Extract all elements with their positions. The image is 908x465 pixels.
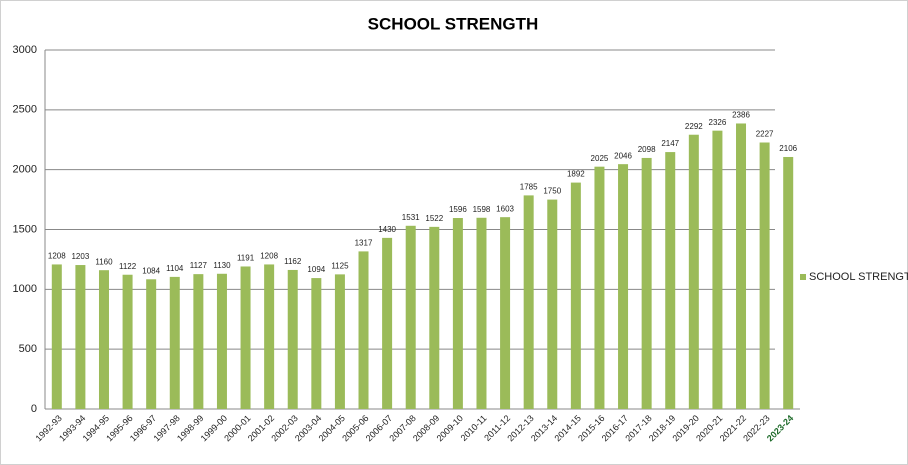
value-label: 2227 <box>756 130 774 139</box>
bar <box>641 157 652 409</box>
y-tick-label: 1000 <box>13 283 37 295</box>
value-label: 2106 <box>779 144 797 153</box>
value-label: 2147 <box>661 139 679 148</box>
value-label: 1892 <box>567 170 585 179</box>
bar <box>500 217 511 409</box>
value-label: 1750 <box>543 187 561 196</box>
value-label: 1598 <box>473 205 491 214</box>
bar <box>122 274 133 409</box>
bar <box>216 273 227 409</box>
value-label: 1208 <box>260 252 278 261</box>
bar <box>688 134 699 409</box>
bar <box>712 130 723 409</box>
y-tick-label: 0 <box>31 403 37 415</box>
bar <box>264 264 275 409</box>
y-tick-label: 2000 <box>13 164 37 176</box>
bar <box>287 269 298 409</box>
bar <box>98 270 109 409</box>
y-tick-label: 3000 <box>13 44 37 56</box>
y-tick-label: 500 <box>19 343 37 355</box>
bar <box>146 279 157 409</box>
bar <box>382 237 393 409</box>
value-label: 1531 <box>402 213 420 222</box>
bar <box>75 265 86 409</box>
value-label: 2326 <box>709 118 727 127</box>
bar <box>169 276 180 409</box>
bar <box>405 225 416 409</box>
value-label: 2386 <box>732 111 750 120</box>
value-label: 1084 <box>142 266 160 275</box>
value-label: 1130 <box>213 261 231 270</box>
bar <box>594 166 605 409</box>
value-label: 1122 <box>119 262 137 271</box>
bar <box>783 156 794 409</box>
bar <box>570 182 581 409</box>
bar <box>547 199 558 409</box>
bar <box>476 217 487 409</box>
value-label: 1191 <box>237 254 255 263</box>
value-label: 1203 <box>71 252 89 261</box>
legend-swatch <box>800 274 806 280</box>
value-label: 1208 <box>48 252 66 261</box>
value-label: 1160 <box>95 257 113 266</box>
value-label: 2046 <box>614 151 632 160</box>
value-label: 1596 <box>449 205 467 214</box>
value-label: 1317 <box>355 239 373 248</box>
bar <box>334 274 345 409</box>
bar <box>311 278 322 409</box>
value-label: 1162 <box>284 257 302 266</box>
value-label: 2098 <box>638 145 656 154</box>
bar <box>523 195 534 409</box>
bar <box>429 226 440 409</box>
y-tick-label: 1500 <box>13 223 37 235</box>
value-label: 1125 <box>331 261 349 270</box>
bar <box>665 152 676 409</box>
bar <box>452 218 463 409</box>
y-tick-label: 2500 <box>13 104 37 116</box>
value-label: 1094 <box>307 265 325 274</box>
bar <box>358 251 369 409</box>
value-label: 2292 <box>685 122 703 131</box>
bar <box>193 274 204 409</box>
value-label: 1127 <box>190 261 208 270</box>
value-label: 2025 <box>591 154 609 163</box>
value-label: 1603 <box>496 204 514 213</box>
value-label: 1522 <box>425 214 443 223</box>
legend-label: SCHOOL STRENGTH <box>809 271 908 283</box>
bar <box>736 123 747 409</box>
value-label: 1104 <box>166 264 184 273</box>
value-label: 1785 <box>520 183 538 192</box>
bar <box>618 164 629 409</box>
bar <box>759 142 770 410</box>
bar <box>51 264 62 409</box>
value-label: 1430 <box>378 225 396 234</box>
bar <box>240 266 251 409</box>
chart-title: SCHOOL STRENGTH <box>368 14 539 33</box>
